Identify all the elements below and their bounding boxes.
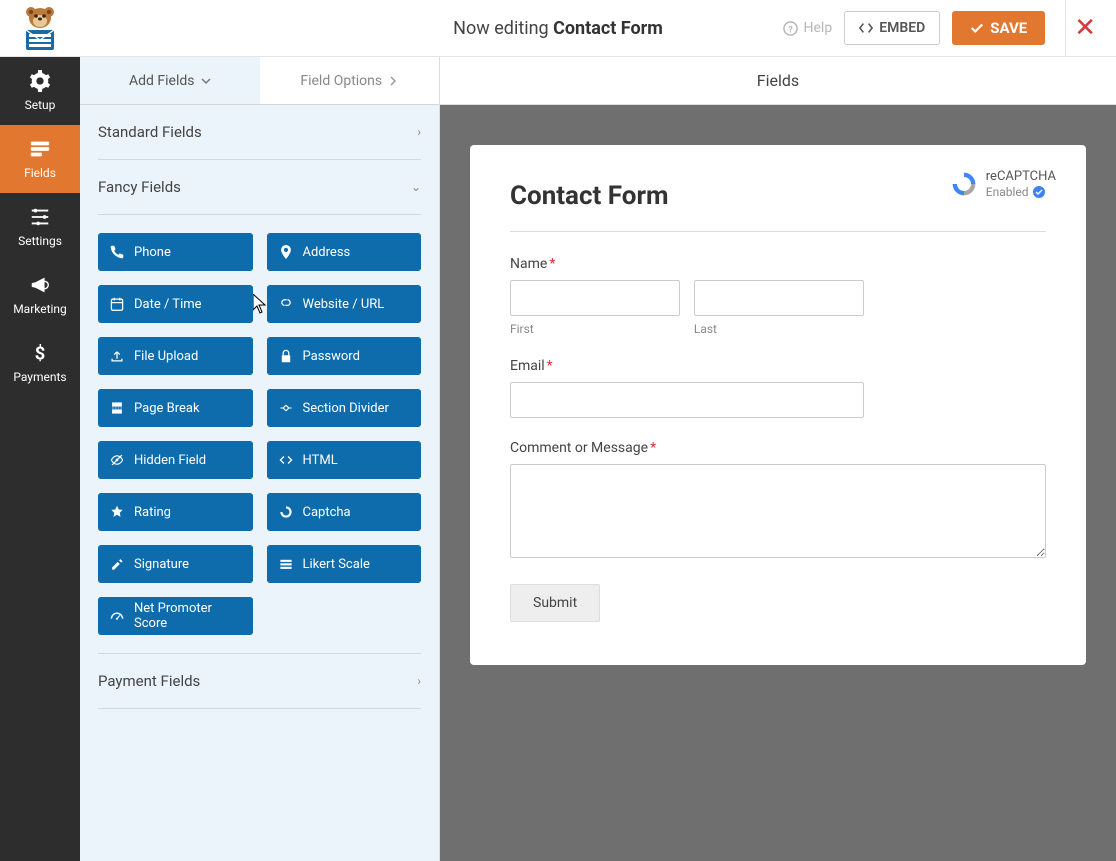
divider-icon bbox=[279, 401, 293, 415]
app-logo bbox=[0, 4, 80, 52]
url-icon bbox=[279, 297, 293, 311]
hidden-icon bbox=[110, 453, 124, 467]
help-link[interactable]: ? Help bbox=[783, 20, 833, 36]
last-sublabel: Last bbox=[694, 322, 864, 336]
divider bbox=[510, 231, 1046, 232]
chevron-down-icon bbox=[201, 76, 211, 86]
first-sublabel: First bbox=[510, 322, 680, 336]
field-btn-phone[interactable]: Phone bbox=[98, 233, 253, 271]
field-btn-hidden-field[interactable]: Hidden Field bbox=[98, 441, 253, 479]
field-btn-captcha[interactable]: Captcha bbox=[267, 493, 422, 531]
nav-payments[interactable]: $ Payments bbox=[0, 329, 80, 397]
editing-title: Now editing Contact Form bbox=[453, 18, 663, 39]
left-nav: Setup Fields Settings Marketing $ Paymen… bbox=[0, 57, 80, 861]
main: Setup Fields Settings Marketing $ Paymen… bbox=[0, 57, 1116, 861]
form-canvas: reCAPTCHA Enabled Contact Form Name* Fir… bbox=[470, 145, 1086, 665]
chevron-right-icon: › bbox=[417, 674, 421, 688]
preview-header: Fields bbox=[440, 57, 1116, 105]
upload-icon bbox=[110, 349, 124, 363]
field-btn-address[interactable]: Address bbox=[267, 233, 422, 271]
top-actions: ? Help EMBED SAVE ✕ bbox=[783, 0, 1116, 57]
recaptcha-badge[interactable]: reCAPTCHA Enabled bbox=[940, 165, 1066, 203]
close-button[interactable]: ✕ bbox=[1065, 0, 1104, 57]
nav-marketing[interactable]: Marketing bbox=[0, 261, 80, 329]
signature-icon bbox=[110, 557, 124, 571]
form-name: Contact Form bbox=[553, 18, 663, 39]
field-btn-likert-scale[interactable]: Likert Scale bbox=[267, 545, 422, 583]
nav-settings[interactable]: Settings bbox=[0, 193, 80, 261]
embed-button[interactable]: EMBED bbox=[844, 11, 940, 45]
name-label: Name* bbox=[510, 256, 1046, 272]
preview-area: Fields reCAPTCHA Enabled Co bbox=[440, 57, 1116, 861]
field-btn-date-time[interactable]: Date / Time bbox=[98, 285, 253, 323]
comment-textarea[interactable] bbox=[510, 464, 1046, 558]
verified-icon bbox=[1033, 186, 1045, 198]
fields-panel: Add Fields Field Options Standard Fields… bbox=[80, 57, 440, 861]
tab-field-options[interactable]: Field Options bbox=[260, 57, 440, 104]
nav-setup[interactable]: Setup bbox=[0, 57, 80, 125]
help-icon: ? bbox=[783, 21, 798, 36]
likert-icon bbox=[279, 557, 293, 571]
lock-icon bbox=[279, 349, 293, 363]
field-comment[interactable]: Comment or Message* bbox=[510, 440, 1046, 562]
field-btn-password[interactable]: Password bbox=[267, 337, 422, 375]
dollar-icon: $ bbox=[29, 342, 51, 364]
panel-tabs: Add Fields Field Options bbox=[80, 57, 439, 105]
nps-icon bbox=[110, 609, 124, 623]
star-icon bbox=[110, 505, 124, 519]
field-btn-rating[interactable]: Rating bbox=[98, 493, 253, 531]
chevron-right-icon bbox=[388, 76, 398, 86]
recaptcha-title: reCAPTCHA bbox=[986, 169, 1056, 185]
email-label: Email* bbox=[510, 358, 1046, 374]
check-icon bbox=[970, 21, 984, 35]
field-btn-net-promoter-score[interactable]: Net Promoter Score bbox=[98, 597, 253, 635]
recaptcha-status: Enabled bbox=[986, 185, 1029, 199]
editing-prefix: Now editing bbox=[453, 18, 553, 39]
last-name-input[interactable] bbox=[694, 280, 864, 316]
required-mark: * bbox=[549, 256, 555, 272]
section-fancy-fields[interactable]: Fancy Fields ⌄ bbox=[98, 160, 421, 215]
captcha-icon bbox=[279, 505, 293, 519]
required-mark: * bbox=[650, 440, 656, 456]
form-icon bbox=[29, 138, 51, 160]
email-input[interactable] bbox=[510, 382, 864, 418]
chevron-right-icon: › bbox=[417, 125, 421, 139]
first-name-input[interactable] bbox=[510, 280, 680, 316]
sliders-icon bbox=[29, 206, 51, 228]
section-payment-fields[interactable]: Payment Fields › bbox=[98, 654, 421, 709]
submit-button[interactable]: Submit bbox=[510, 584, 600, 622]
address-icon bbox=[279, 245, 293, 259]
chevron-down-icon: ⌄ bbox=[411, 180, 421, 194]
field-btn-page-break[interactable]: Page Break bbox=[98, 389, 253, 427]
save-button[interactable]: SAVE bbox=[952, 11, 1045, 45]
gear-icon bbox=[29, 70, 51, 92]
pagebreak-icon bbox=[110, 401, 124, 415]
phone-icon bbox=[110, 245, 124, 259]
date-icon bbox=[110, 297, 124, 311]
required-mark: * bbox=[547, 358, 553, 374]
code-icon bbox=[859, 21, 873, 35]
nav-fields[interactable]: Fields bbox=[0, 125, 80, 193]
tab-add-fields[interactable]: Add Fields bbox=[80, 57, 260, 104]
svg-text:?: ? bbox=[788, 24, 793, 35]
canvas-wrap: reCAPTCHA Enabled Contact Form Name* Fir… bbox=[440, 105, 1116, 861]
field-btn-html[interactable]: HTML bbox=[267, 441, 422, 479]
field-email[interactable]: Email* bbox=[510, 358, 1046, 418]
recaptcha-icon bbox=[950, 170, 978, 198]
megaphone-icon bbox=[29, 274, 51, 296]
fancy-fields-grid: Phone Address Date / Time Website / URL File… bbox=[98, 215, 421, 654]
field-btn-file-upload[interactable]: File Upload bbox=[98, 337, 253, 375]
html-icon bbox=[279, 453, 293, 467]
top-bar: Now editing Contact Form ? Help EMBED SA… bbox=[0, 0, 1116, 57]
field-btn-section-divider[interactable]: Section Divider bbox=[267, 389, 422, 427]
field-btn-signature[interactable]: Signature bbox=[98, 545, 253, 583]
panel-body: Standard Fields › Fancy Fields ⌄ Phone Ad… bbox=[80, 105, 439, 727]
svg-text:$: $ bbox=[35, 343, 46, 364]
section-standard-fields[interactable]: Standard Fields › bbox=[98, 105, 421, 160]
field-name[interactable]: Name* First Last bbox=[510, 256, 1046, 336]
field-btn-website-url[interactable]: Website / URL bbox=[267, 285, 422, 323]
comment-label: Comment or Message* bbox=[510, 440, 1046, 456]
